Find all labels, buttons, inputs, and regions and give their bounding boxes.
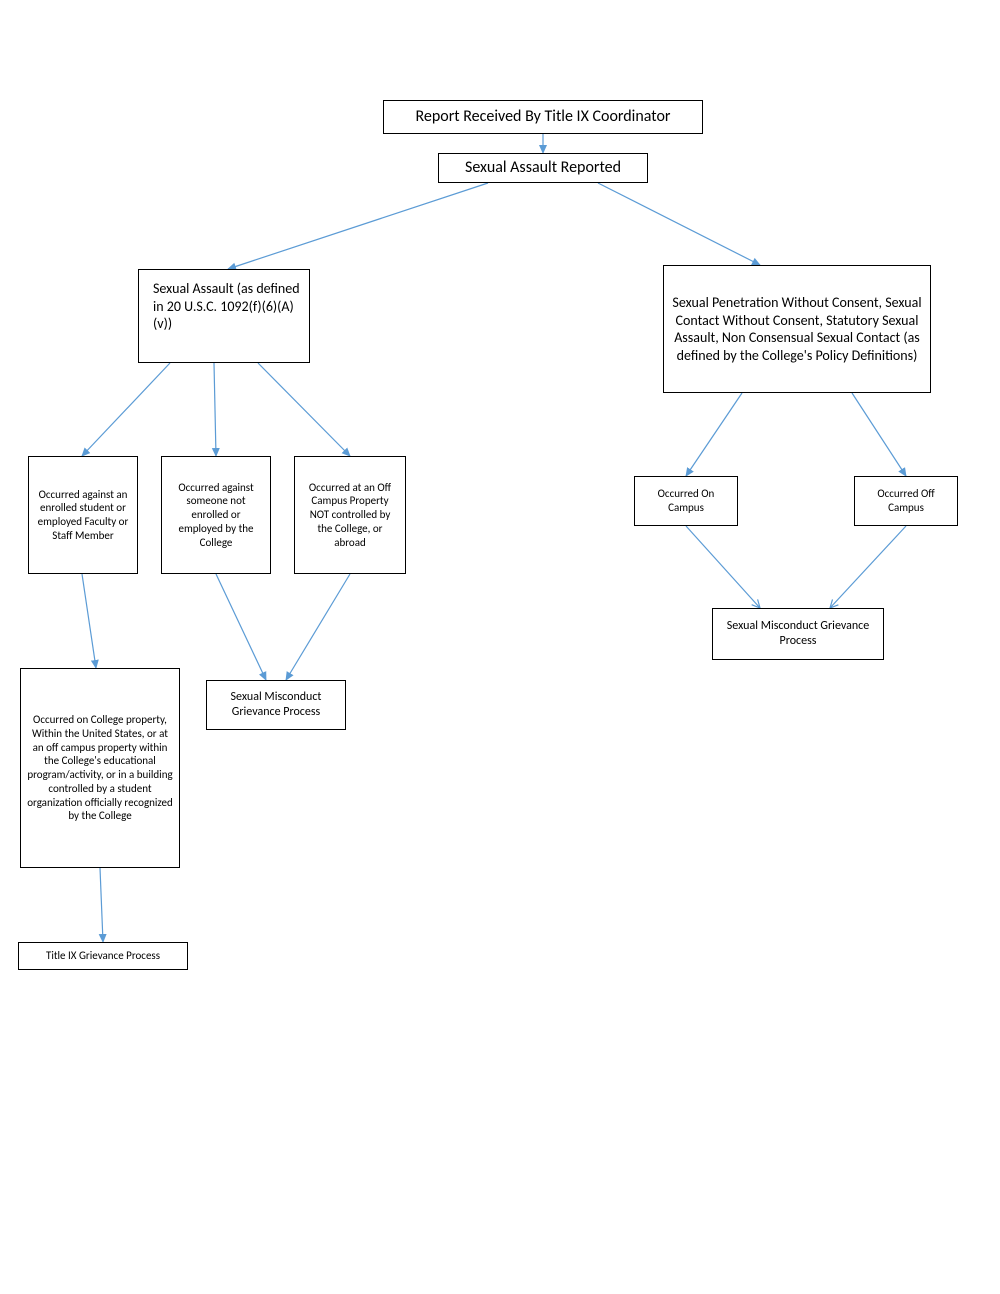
node-label: Occurred against someone not enrolled or… [168, 481, 264, 550]
node-label: Report Received By Title IX Coordinator [415, 107, 670, 127]
node-enrolled-or-employed: Occurred against an enrolled student or … [28, 456, 138, 574]
node-sexual-assault-usc: Sexual Assault (as defined in 20 U.S.C. … [138, 269, 310, 363]
node-sexual-assault-reported: Sexual Assault Reported [438, 153, 648, 183]
node-report-received: Report Received By Title IX Coordinator [383, 100, 703, 134]
node-policy-definitions: Sexual Penetration Without Consent, Sexu… [663, 265, 931, 393]
node-sexual-misconduct-process-right: Sexual Misconduct Grievance Process [712, 608, 884, 660]
node-not-enrolled-employed: Occurred against someone not enrolled or… [161, 456, 271, 574]
node-on-campus: Occurred On Campus [634, 476, 738, 526]
node-sexual-misconduct-process-left: Sexual Misconduct Grievance Process [206, 680, 346, 730]
node-off-campus: Occurred Off Campus [854, 476, 958, 526]
node-label: Sexual Penetration Without Consent, Sexu… [670, 294, 924, 364]
node-label: Occurred Off Campus [861, 487, 951, 515]
node-on-college-property: Occurred on College property, Within the… [20, 668, 180, 868]
node-label: Sexual Misconduct Grievance Process [719, 619, 877, 649]
node-label: Sexual Assault (as defined in 20 U.S.C. … [153, 280, 303, 333]
node-label: Occurred against an enrolled student or … [35, 488, 131, 543]
node-label: Occurred On Campus [641, 487, 731, 515]
node-title-ix-grievance: Title IX Grievance Process [18, 942, 188, 970]
node-label: Title IX Grievance Process [46, 949, 160, 963]
node-off-campus-not-controlled: Occurred at an Off Campus Property NOT c… [294, 456, 406, 574]
node-label: Occurred at an Off Campus Property NOT c… [301, 481, 399, 550]
node-label: Occurred on College property, Within the… [27, 713, 173, 823]
node-label: Sexual Misconduct Grievance Process [213, 690, 339, 720]
node-label: Sexual Assault Reported [465, 158, 621, 178]
